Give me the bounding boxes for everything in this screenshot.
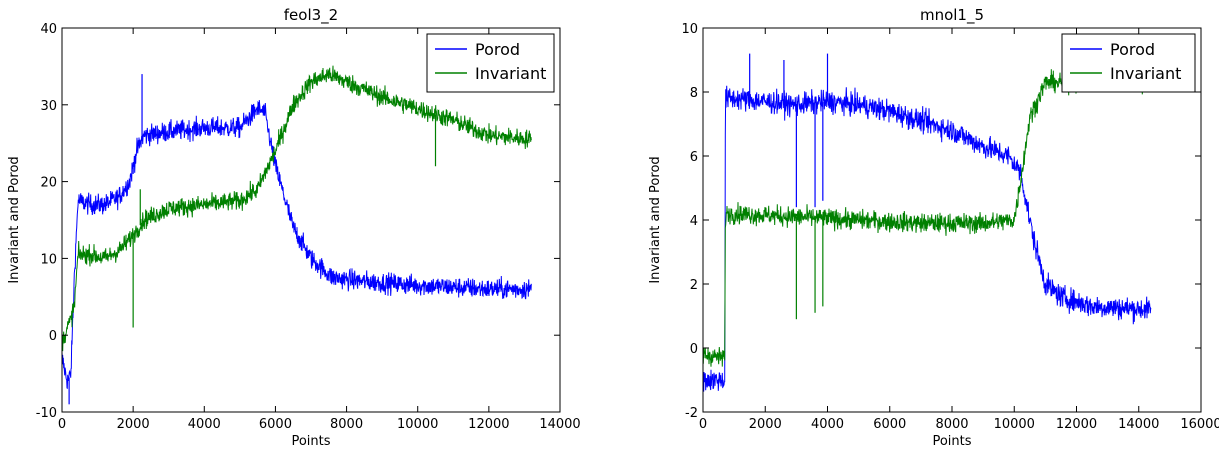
y-tick-label: 8 [690, 86, 698, 101]
series-line-porod [62, 100, 532, 390]
x-tick-label: 14000 [539, 417, 580, 432]
x-axis-label: Points [932, 434, 971, 449]
x-tick-label: 4000 [188, 417, 221, 432]
x-tick-label: 2000 [117, 417, 150, 432]
chart-title: mnol1_5 [920, 6, 984, 25]
x-tick-label: 4000 [811, 417, 844, 432]
y-tick-label: 10 [681, 22, 698, 37]
x-tick-label: 12000 [1056, 417, 1097, 432]
series-line-porod [703, 85, 1152, 392]
legend-label-porod: Porod [1110, 40, 1155, 59]
legend: Porod Invariant [426, 33, 555, 93]
series-line-invariant [62, 65, 532, 352]
x-tick-label: 6000 [259, 417, 292, 432]
x-tick-label: 8000 [935, 417, 968, 432]
x-tick-label: 6000 [873, 417, 906, 432]
x-tick-label: 16000 [1180, 417, 1219, 432]
y-tick-label: 40 [40, 22, 57, 37]
chart-1: 0 2000 4000 6000 8000 10000 12000 14000-1001020… [7, 6, 581, 449]
plot-area [62, 65, 532, 405]
y-tick-label: -2 [685, 406, 698, 421]
y-axis-label: Invariant and Porod [648, 156, 663, 283]
axes-frame [61, 27, 561, 413]
y-tick-label: 10 [40, 252, 57, 267]
x-axis-label: Points [291, 434, 330, 449]
legend-label-porod: Porod [475, 40, 520, 59]
y-tick-label: 20 [40, 176, 57, 191]
legend-label-invariant: Invariant [1110, 64, 1181, 83]
y-tick-label: 0 [49, 329, 57, 344]
x-tick-label: 8000 [330, 417, 363, 432]
series-line-invariant [703, 69, 1152, 367]
x-tick-label: 12000 [468, 417, 509, 432]
x-tick-label: 0 [699, 417, 707, 432]
x-tick-label: 0 [58, 417, 66, 432]
y-tick-label: 2 [690, 278, 698, 293]
plot-area [703, 53, 1152, 392]
y-tick-label: 30 [40, 99, 57, 114]
legend-box [1061, 33, 1196, 93]
y-tick-label: 6 [690, 150, 698, 165]
chart-title: feol3_2 [284, 6, 338, 25]
y-tick-label: 0 [690, 342, 698, 357]
y-tick-label: -10 [36, 406, 57, 421]
legend-label-invariant: Invariant [475, 64, 546, 83]
legend: Porod Invariant [1061, 33, 1196, 93]
y-tick-label: 4 [690, 214, 698, 229]
x-tick-label: 2000 [749, 417, 782, 432]
x-tick-label: 14000 [1118, 417, 1159, 432]
legend-box [426, 33, 555, 93]
y-axis-label: Invariant and Porod [7, 156, 22, 283]
x-tick-label: 10000 [994, 417, 1035, 432]
chart-2: 0 2000 4000 6000 8000 10000 12000 14000 16000-20… [648, 6, 1219, 449]
x-tick-label: 10000 [397, 417, 438, 432]
